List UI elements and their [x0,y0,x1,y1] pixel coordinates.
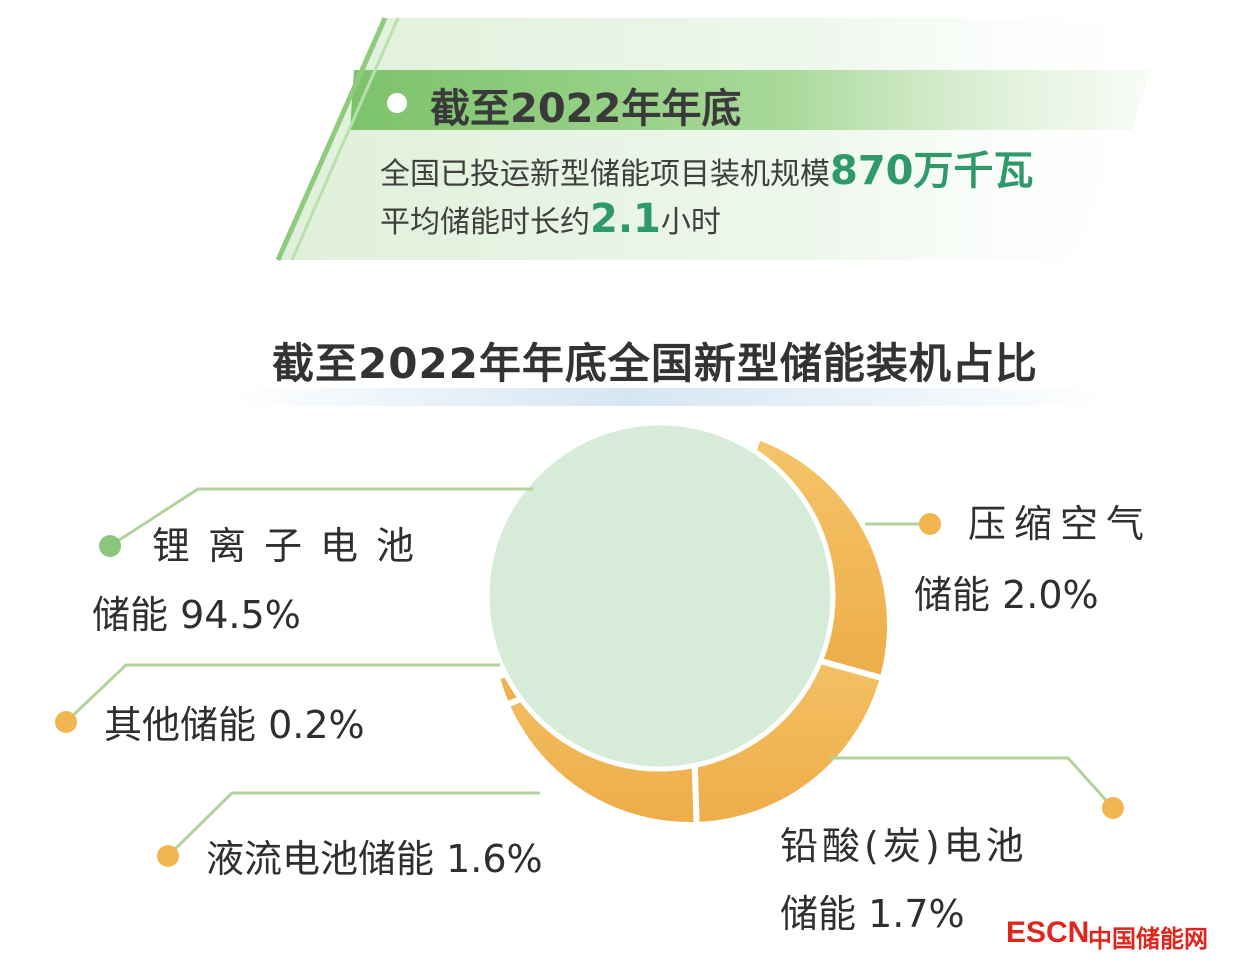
banner-background [275,16,1168,262]
label-lead-value: 储能 1.7% [780,892,965,936]
banner-heading: 截至2022年年底 [430,86,742,132]
capacity-value: 870万千瓦 [830,148,1034,194]
duration-unit: 小时 [660,205,721,240]
watermark-name: 中国储能网 [1088,925,1208,953]
leader-line-other [64,663,500,724]
chart-title: 截至2022年年底全国新型储能装机占比 [272,339,1038,388]
title-underline [230,388,1110,406]
dot-flow [157,845,179,867]
banner-line-duration: 平均储能时长约2.1小时 [380,196,721,242]
label-lead-name: 铅酸(炭)电池 [780,824,1028,868]
watermark-brand: ESCN [1006,916,1090,949]
duration-label: 平均储能时长约 [380,205,590,240]
leader-line-lead [830,756,1115,810]
leader-line-flow [166,791,540,858]
label-air-value: 储能 2.0% [914,573,1099,617]
capacity-label: 全国已投运新型储能项目装机规模 [380,157,830,192]
leader-line-lithium [109,487,533,548]
label-air-name: 压缩空气 [968,502,1153,546]
dot-other [55,711,77,733]
banner-line-capacity: 全国已投运新型储能项目装机规模870万千瓦 [380,138,1034,196]
label-flow: 液流电池储能 1.6% [206,837,543,881]
label-lithium-name: 锂离子电池 [152,524,433,568]
duration-value: 2.1 [590,196,661,242]
dot-lithium [99,535,121,557]
dot-air [919,513,941,535]
label-lithium-value: 储能 94.5% [92,593,301,637]
label-other: 其他储能 0.2% [104,703,365,747]
pie-slice-lithium [484,420,836,772]
dot-lead [1102,797,1124,819]
pie-chart [484,420,893,828]
leader-dots [55,513,1124,867]
